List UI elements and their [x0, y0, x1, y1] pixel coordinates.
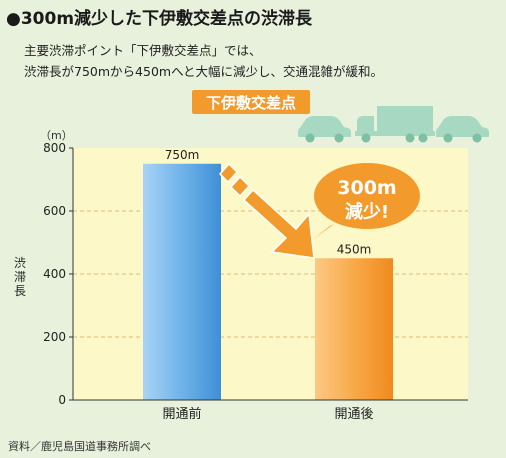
y-tick-label: 0	[58, 393, 66, 407]
callout-line-1: 300m	[337, 177, 396, 199]
x-tick-label: 開通後	[334, 407, 373, 422]
chart-subtitle: 主要渋滞ポイント「下伊敷交差点」では、 渋滞長が750mから450mへと大幅に減…	[24, 40, 383, 82]
traffic-vehicles-icon	[298, 106, 489, 143]
bar-value-label: 750m	[165, 148, 200, 162]
y-axis-ticks: 0 200 400 600 800	[43, 141, 73, 407]
truck-icon	[355, 106, 435, 143]
y-tick-label: 600	[43, 204, 66, 218]
decrease-callout: 300m 減少!	[312, 163, 420, 240]
bar-value-label: 450m	[337, 242, 372, 256]
subtitle-line-2: 渋滞長が750mから450mへと大幅に減少し、交通混雑が緩和。	[24, 64, 383, 79]
source-note: 資料／鹿児島国道事務所調べ	[8, 440, 151, 453]
bar-after	[315, 258, 393, 400]
callout-line-2: 減少!	[345, 201, 389, 223]
chart-title: ●300m減少した下伊敷交差点の渋滞長	[6, 9, 313, 29]
x-axis-tick-labels: 開通前 開通後	[162, 406, 373, 422]
y-axis-label: 渋滞長	[13, 256, 26, 298]
y-tick-label: 400	[43, 267, 66, 281]
subtitle-line-1: 主要渋滞ポイント「下伊敷交差点」では、	[24, 43, 262, 58]
car-icon	[436, 116, 489, 143]
y-tick-label: 800	[43, 141, 66, 155]
bar-before	[143, 163, 221, 400]
x-tick-label: 開通前	[162, 406, 201, 422]
intersection-name-badge: 下伊敷交差点	[192, 90, 310, 114]
decrease-arrow-icon	[218, 162, 315, 259]
y-tick-label: 200	[43, 330, 66, 344]
bars: 750m 450m	[143, 148, 393, 400]
y-axis-unit: （m）	[40, 129, 73, 142]
car-icon	[298, 116, 351, 143]
